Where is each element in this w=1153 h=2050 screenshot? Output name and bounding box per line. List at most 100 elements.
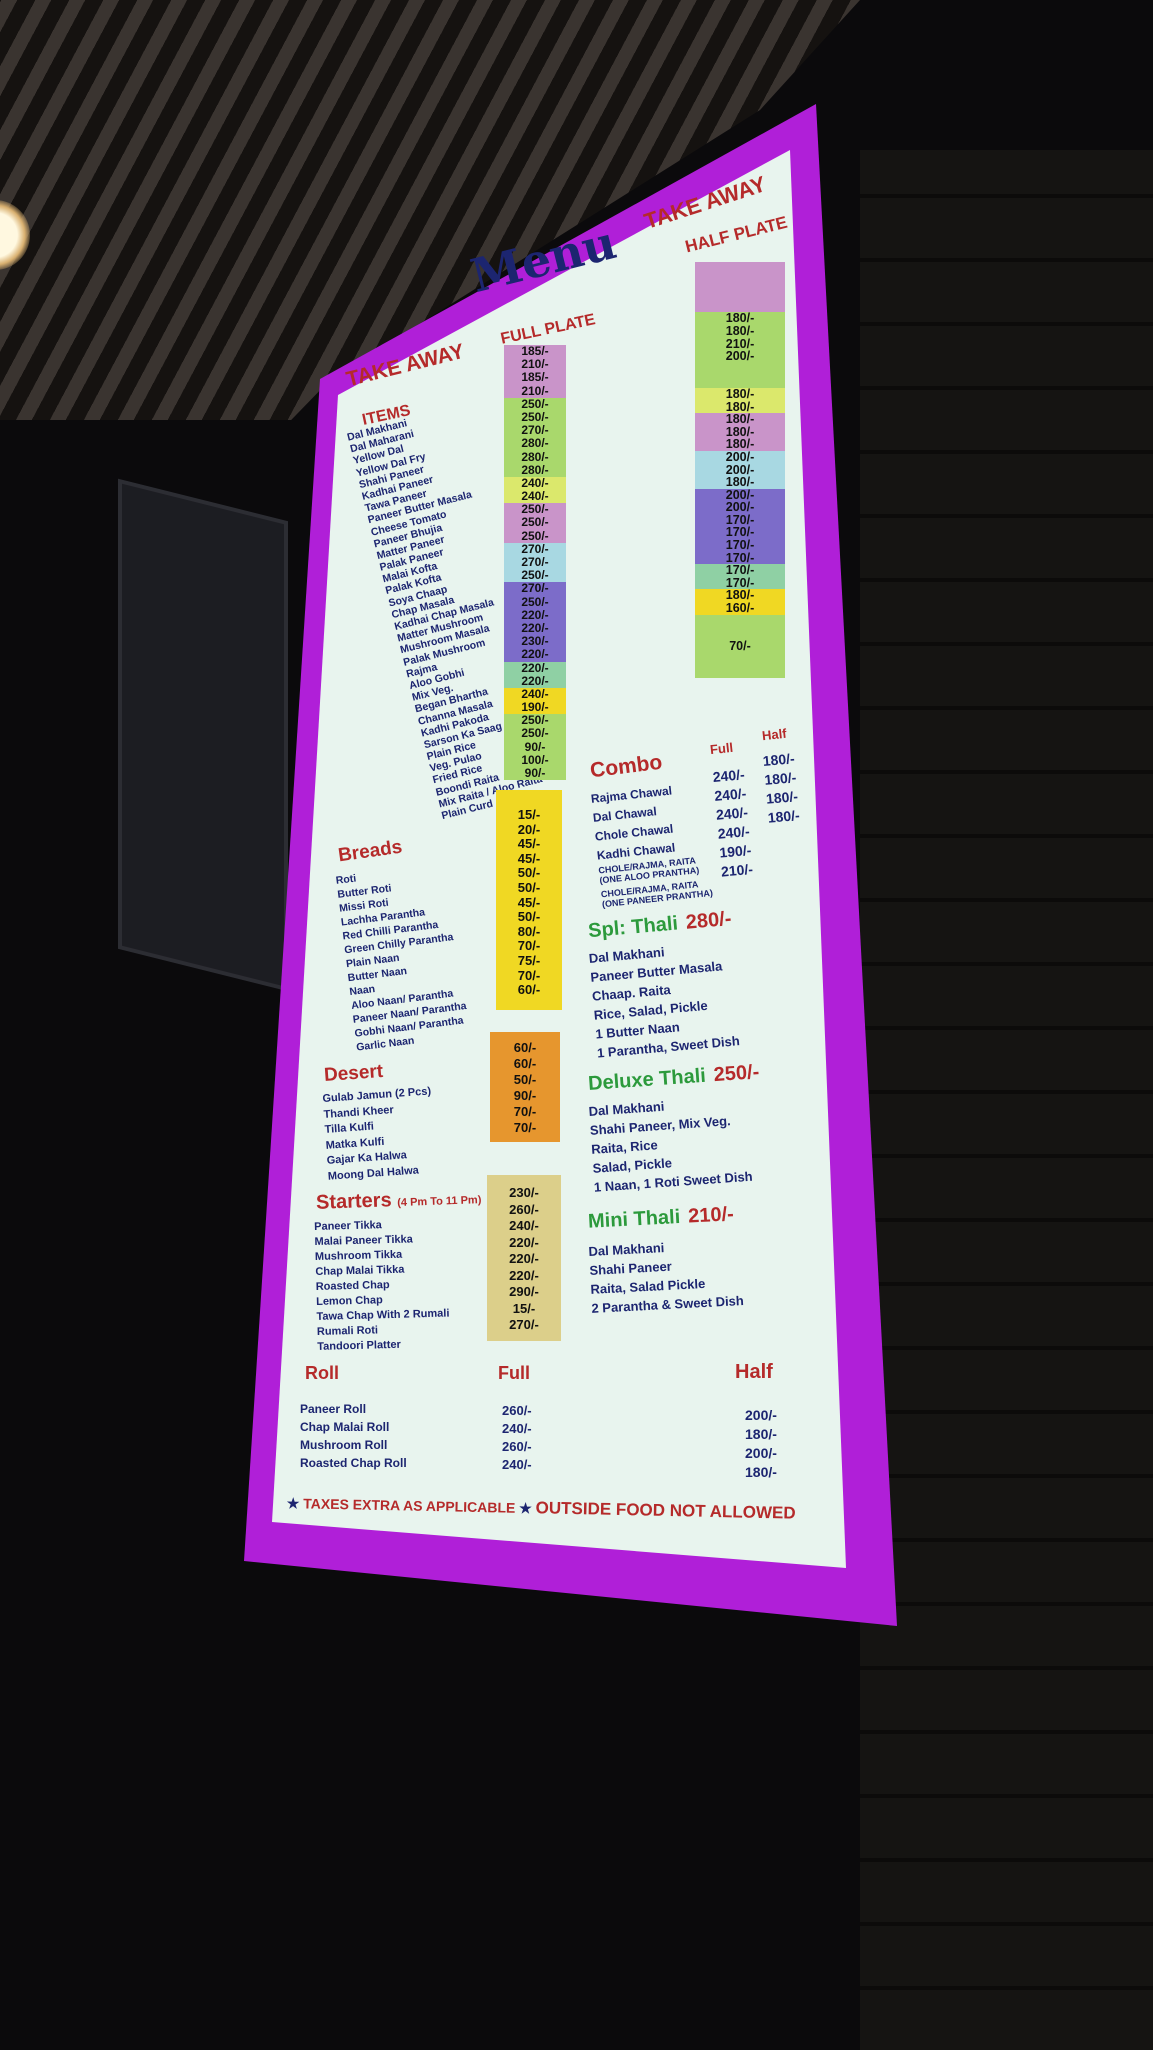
desert-price: 70/- bbox=[513, 1104, 537, 1119]
roll-heading: Roll bbox=[305, 1363, 339, 1383]
desert-price: 50/- bbox=[513, 1072, 537, 1087]
price: 170/- bbox=[725, 512, 755, 527]
price-segment: 240/- 240/- bbox=[504, 476, 566, 504]
combo-list: Rajma Chawal Dal Chawal Chole Chawal Kadhi … bbox=[590, 778, 714, 913]
combo-half-price: 180/- bbox=[767, 806, 801, 826]
price: 250/- bbox=[521, 726, 549, 741]
desert-heading: Desert bbox=[323, 1060, 384, 1087]
breads-price: 15/- bbox=[517, 807, 541, 822]
price: 100/- bbox=[521, 752, 549, 767]
price: 250/- bbox=[521, 396, 549, 411]
price: 270/- bbox=[521, 581, 549, 596]
star-icon: ★ bbox=[519, 1499, 532, 1517]
price: 220/- bbox=[521, 673, 549, 688]
roll-half-prices: 200/- 180/- 200/- 180/- bbox=[745, 1406, 777, 1482]
price: 210/- bbox=[521, 357, 549, 372]
price: 280/- bbox=[521, 449, 549, 464]
roll-half-price: 180/- bbox=[745, 1426, 777, 1442]
price-segment: 180/- 180/- 180/- bbox=[695, 413, 785, 451]
starters-list: Paneer Tikka Malai Paneer Tikka Mushroom T… bbox=[314, 1217, 450, 1355]
price bbox=[695, 627, 785, 640]
price: 170/- bbox=[725, 525, 755, 540]
price: 210/- bbox=[521, 383, 549, 398]
roll-half-price: 180/- bbox=[745, 1464, 777, 1480]
starters-prices: 230/- 260/- 240/- 220/- 220/- 220/- 290/- 15/- 2… bbox=[487, 1175, 561, 1341]
price: 90/- bbox=[524, 739, 546, 754]
price-segment: 200/- 200/- 170/- 170/- 170/- 170/- bbox=[695, 489, 785, 565]
breads-price: 70/- bbox=[517, 938, 541, 954]
half-plate-prices: 180/- 180/- 210/- 200/- 180/- 180/- 180/- 180/-… bbox=[695, 262, 785, 678]
roll-half-price: 200/- bbox=[745, 1445, 777, 1461]
price: 270/- bbox=[521, 423, 549, 438]
thali-items: Dal Makhani Shahi Paneer, Mix Veg. Raita, … bbox=[588, 1091, 753, 1197]
price: 250/- bbox=[521, 594, 549, 609]
price: 270/- bbox=[521, 541, 549, 556]
breads-price: 50/- bbox=[517, 879, 541, 895]
price-segment: 240/- 190/- bbox=[504, 687, 566, 715]
price: 250/- bbox=[521, 528, 549, 543]
breads-price: 80/- bbox=[517, 923, 541, 939]
price: 185/- bbox=[521, 344, 549, 358]
price: 280/- bbox=[521, 436, 549, 451]
starters-hours: (4 Pm To 11 Pm) bbox=[397, 1194, 482, 1210]
price-segment: 180/- 180/- 210/- 200/- bbox=[695, 312, 785, 388]
price-segment: 70/- bbox=[695, 614, 785, 678]
price bbox=[695, 665, 785, 678]
breads-prices: 15/- 20/- 45/- 45/- 50/- 50/- 45/- 50/- 80/- 70/-… bbox=[496, 790, 562, 1010]
price-segment: 180/- 180/- bbox=[695, 388, 785, 414]
price: 250/- bbox=[521, 409, 549, 424]
price: 180/- bbox=[725, 588, 755, 603]
price bbox=[695, 615, 785, 628]
price bbox=[695, 262, 785, 275]
starters-price: 220/- bbox=[509, 1267, 539, 1283]
roll-full-prices: 260/- 240/- 260/- 240/- bbox=[502, 1402, 532, 1474]
price: 250/- bbox=[521, 502, 549, 517]
roll-full-price: 260/- bbox=[502, 1403, 532, 1418]
price: 220/- bbox=[521, 620, 549, 635]
star-icon: ★ bbox=[286, 1494, 300, 1512]
price: 180/- bbox=[725, 475, 755, 490]
desert-prices: 60/- 60/- 50/- 90/- 70/- 70/- bbox=[490, 1032, 560, 1142]
price-segment: 220/- 220/- bbox=[504, 661, 566, 688]
thali-price: 250/- bbox=[712, 1061, 760, 1087]
starters-price: 290/- bbox=[509, 1284, 539, 1299]
starters-price: 15/- bbox=[512, 1300, 536, 1316]
price-segment: 170/- 170/- bbox=[695, 564, 785, 590]
breads-price: 50/- bbox=[517, 865, 541, 881]
combo-half-prices: 180/- 180/- 180/- 180/- bbox=[762, 749, 800, 827]
starters-price: 220/- bbox=[509, 1251, 539, 1266]
price: 180/- bbox=[725, 412, 755, 427]
price: 200/- bbox=[725, 500, 755, 515]
roll-half-label: Half bbox=[735, 1361, 773, 1383]
roll-full-price: 260/- bbox=[502, 1439, 532, 1454]
thali-items: Dal Makhani Shahi Paneer Raita, Salad Pick… bbox=[588, 1234, 744, 1318]
price: 170/- bbox=[725, 538, 755, 553]
roll-full-price: 240/- bbox=[502, 1457, 532, 1472]
price: 180/- bbox=[725, 399, 755, 414]
breads-price: 75/- bbox=[517, 952, 541, 968]
price: 200/- bbox=[725, 349, 755, 364]
combo-full-label: Full bbox=[709, 739, 734, 758]
price-segment: 180/- 160/- bbox=[695, 588, 785, 616]
roll-item: Mushroom Roll bbox=[300, 1438, 388, 1452]
price: 160/- bbox=[725, 601, 755, 616]
breads-price: 45/- bbox=[517, 836, 541, 852]
price bbox=[695, 652, 785, 665]
price-segment: 270/- 250/- 220/- 220/- 230/- 220/- bbox=[504, 581, 566, 662]
breads-price: 20/- bbox=[517, 821, 541, 837]
breads-price: 45/- bbox=[517, 850, 541, 866]
thali-items: Dal Makhani Paneer Butter Masala Chaap. Ra… bbox=[588, 937, 740, 1063]
price-segment: 185/- 210/- 185/- 210/- bbox=[504, 344, 566, 398]
price: 250/- bbox=[521, 568, 549, 583]
breads-list: Roti Butter Roti Missi Roti Lachha Parantha… bbox=[335, 860, 471, 1055]
combo-full-price: 210/- bbox=[720, 860, 754, 880]
price-segment: 200/- 200/- 180/- bbox=[695, 451, 785, 489]
price: 230/- bbox=[521, 634, 549, 649]
price: 90/- bbox=[524, 766, 546, 780]
desert-price: 60/- bbox=[513, 1040, 537, 1055]
price bbox=[695, 287, 785, 300]
price: 200/- bbox=[725, 449, 755, 464]
breads-price: 60/- bbox=[517, 982, 541, 998]
starters-price: 240/- bbox=[509, 1218, 539, 1233]
price: 180/- bbox=[725, 437, 755, 452]
